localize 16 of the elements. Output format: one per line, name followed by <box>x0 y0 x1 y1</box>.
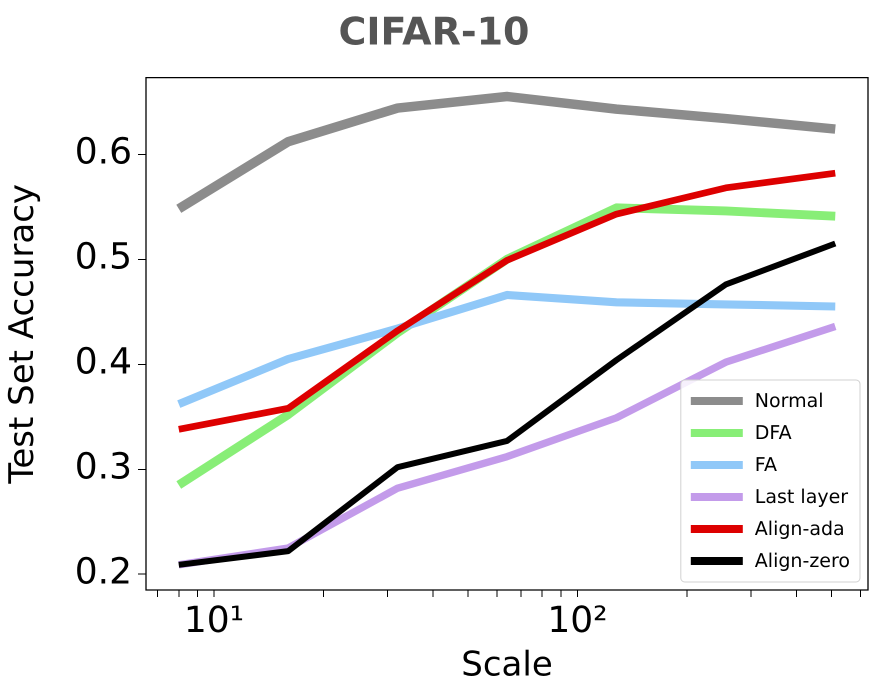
legend-label: Last layer <box>754 486 848 508</box>
legend-label: DFA <box>754 422 792 444</box>
chart-title: CIFAR-10 <box>338 10 530 54</box>
x-tick-label: 10² <box>547 600 608 641</box>
legend-label: Normal <box>754 390 824 412</box>
legend-label: Align-zero <box>754 550 850 572</box>
y-tick-label: 0.6 <box>74 132 132 173</box>
x-axis-title: Scale <box>461 644 553 684</box>
y-tick-label: 0.5 <box>74 236 132 278</box>
y-axis-title: Test Set Accuracy <box>2 184 42 485</box>
legend-label: FA <box>754 454 777 476</box>
x-tick-label: 10¹ <box>184 600 244 641</box>
y-tick-label: 0.2 <box>74 552 132 593</box>
y-tick-label: 0.4 <box>74 342 132 383</box>
y-tick-label: 0.3 <box>74 446 132 488</box>
legend-label: Align-ada <box>754 518 845 540</box>
